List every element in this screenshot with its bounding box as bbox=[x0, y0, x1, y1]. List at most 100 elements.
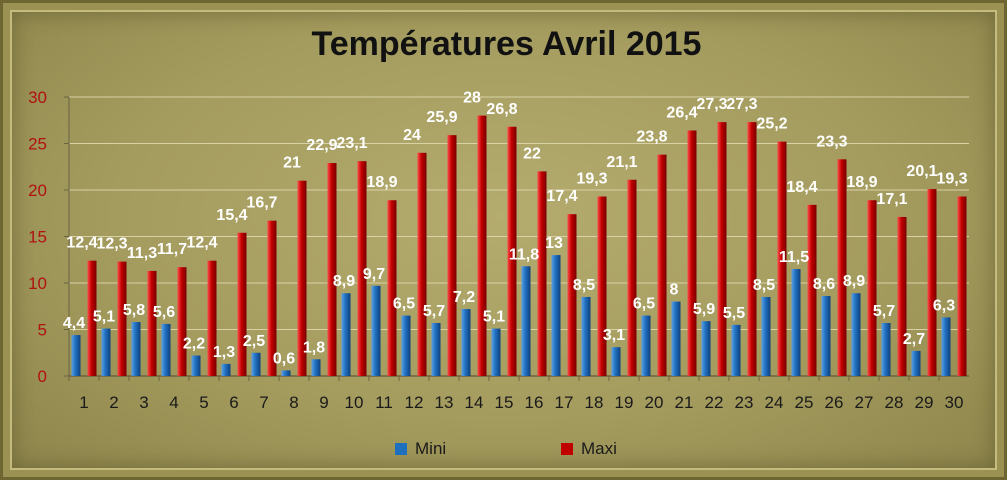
bar-maxi bbox=[267, 220, 277, 376]
bar-maxi bbox=[327, 163, 337, 376]
data-label-maxi: 25,2 bbox=[756, 116, 787, 133]
data-label-maxi: 12,4 bbox=[66, 235, 97, 252]
bar-maxi bbox=[297, 180, 307, 376]
data-label-mini: 5,9 bbox=[693, 301, 715, 318]
data-label-maxi: 17,4 bbox=[546, 188, 577, 205]
data-label-mini: 8,6 bbox=[813, 276, 835, 293]
bar-maxi bbox=[417, 152, 427, 376]
bar-mini bbox=[581, 296, 591, 376]
data-label-maxi: 22,9 bbox=[306, 137, 337, 154]
x-tick-label: 29 bbox=[915, 393, 934, 412]
data-label-maxi: 11,7 bbox=[157, 241, 187, 258]
bar-maxi bbox=[837, 159, 847, 376]
x-tick-label: 25 bbox=[795, 393, 814, 412]
data-label-maxi: 26,8 bbox=[486, 101, 517, 118]
data-label-mini: 8,9 bbox=[333, 273, 355, 290]
bar-mini bbox=[491, 328, 501, 376]
data-label-maxi: 26,4 bbox=[666, 104, 697, 121]
data-label-mini: 5,1 bbox=[93, 309, 115, 326]
legend-label-mini: Mini bbox=[415, 439, 447, 458]
legend-swatch-maxi bbox=[561, 443, 573, 455]
bar-mini bbox=[881, 322, 891, 376]
data-label-maxi: 21 bbox=[283, 155, 301, 172]
data-label-mini: 5,7 bbox=[873, 303, 895, 320]
x-tick-label: 3 bbox=[139, 393, 148, 412]
y-tick-label: 30 bbox=[28, 88, 47, 107]
data-label-maxi: 11,3 bbox=[127, 245, 157, 262]
x-tick-label: 22 bbox=[705, 393, 724, 412]
x-tick-label: 26 bbox=[825, 393, 844, 412]
x-tick-label: 13 bbox=[435, 393, 454, 412]
x-tick-label: 30 bbox=[945, 393, 964, 412]
x-tick-label: 4 bbox=[169, 393, 178, 412]
data-label-maxi: 18,9 bbox=[846, 174, 877, 191]
data-label-maxi: 15,4 bbox=[216, 207, 247, 224]
data-label-mini: 11,8 bbox=[509, 246, 539, 263]
bar-mini bbox=[851, 293, 861, 376]
bar-maxi bbox=[387, 200, 397, 376]
bar-maxi bbox=[777, 141, 787, 376]
bar-maxi bbox=[657, 154, 667, 376]
bar-maxi bbox=[807, 204, 817, 376]
data-label-mini: 5,6 bbox=[153, 304, 175, 321]
data-label-maxi: 23,3 bbox=[816, 133, 847, 150]
x-tick-label: 5 bbox=[199, 393, 208, 412]
x-tick-label: 2 bbox=[109, 393, 118, 412]
data-label-maxi: 24 bbox=[403, 127, 421, 144]
y-tick-label: 20 bbox=[28, 181, 47, 200]
data-label-mini: 7,2 bbox=[453, 289, 475, 306]
bar-mini bbox=[791, 269, 801, 376]
x-tick-label: 16 bbox=[525, 393, 544, 412]
bar-mini bbox=[431, 322, 441, 376]
data-label-mini: 6,5 bbox=[633, 296, 655, 313]
bar-mini bbox=[611, 347, 621, 376]
legend-item-mini: Mini bbox=[395, 439, 446, 459]
bars bbox=[71, 115, 967, 376]
x-tick-label: 1 bbox=[79, 393, 88, 412]
legend-swatch-mini bbox=[395, 443, 407, 455]
data-label-maxi: 21,1 bbox=[606, 154, 637, 171]
legend: Mini Maxi bbox=[3, 439, 1007, 461]
bar-maxi bbox=[207, 260, 217, 376]
bar-maxi bbox=[897, 216, 907, 376]
x-tick-label: 20 bbox=[645, 393, 664, 412]
x-tick-label: 18 bbox=[585, 393, 604, 412]
data-label-mini: 5,5 bbox=[723, 305, 745, 322]
bar-maxi bbox=[117, 261, 127, 376]
bar-mini bbox=[701, 321, 711, 376]
data-label-mini: 2,5 bbox=[243, 333, 265, 350]
x-tick-label: 8 bbox=[289, 393, 298, 412]
x-tick-label: 7 bbox=[259, 393, 268, 412]
bar-maxi bbox=[537, 171, 547, 376]
data-label-maxi: 18,4 bbox=[786, 179, 817, 196]
data-label-mini: 8 bbox=[670, 282, 679, 299]
bar-mini bbox=[281, 370, 291, 376]
bar-maxi bbox=[717, 122, 727, 376]
data-label-maxi: 28 bbox=[463, 90, 481, 107]
bar-mini bbox=[131, 322, 141, 376]
bar-maxi bbox=[747, 122, 757, 376]
data-label-mini: 5,8 bbox=[123, 302, 145, 319]
data-label-mini: 0,6 bbox=[273, 350, 295, 367]
bar-mini bbox=[731, 324, 741, 376]
x-tick-label: 15 bbox=[495, 393, 514, 412]
x-tick-label: 11 bbox=[375, 393, 393, 412]
data-label-mini: 8,5 bbox=[573, 277, 595, 294]
bar-mini bbox=[671, 301, 681, 376]
x-tick-label: 10 bbox=[345, 393, 364, 412]
bar-maxi bbox=[867, 200, 877, 376]
data-label-mini: 1,8 bbox=[303, 339, 325, 356]
x-tick-label: 27 bbox=[855, 393, 874, 412]
data-label-maxi: 22 bbox=[523, 145, 541, 162]
x-tick-label: 24 bbox=[765, 393, 784, 412]
data-label-maxi: 23,8 bbox=[636, 129, 667, 146]
data-label-maxi: 16,7 bbox=[246, 195, 277, 212]
bar-mini bbox=[551, 255, 561, 376]
bar-maxi bbox=[597, 196, 607, 376]
chart-title: Températures Avril 2015 bbox=[311, 25, 702, 63]
y-tick-label: 15 bbox=[28, 228, 47, 247]
x-tick-label: 9 bbox=[319, 393, 328, 412]
bar-maxi bbox=[567, 214, 577, 376]
data-label-mini: 4,4 bbox=[63, 315, 85, 332]
